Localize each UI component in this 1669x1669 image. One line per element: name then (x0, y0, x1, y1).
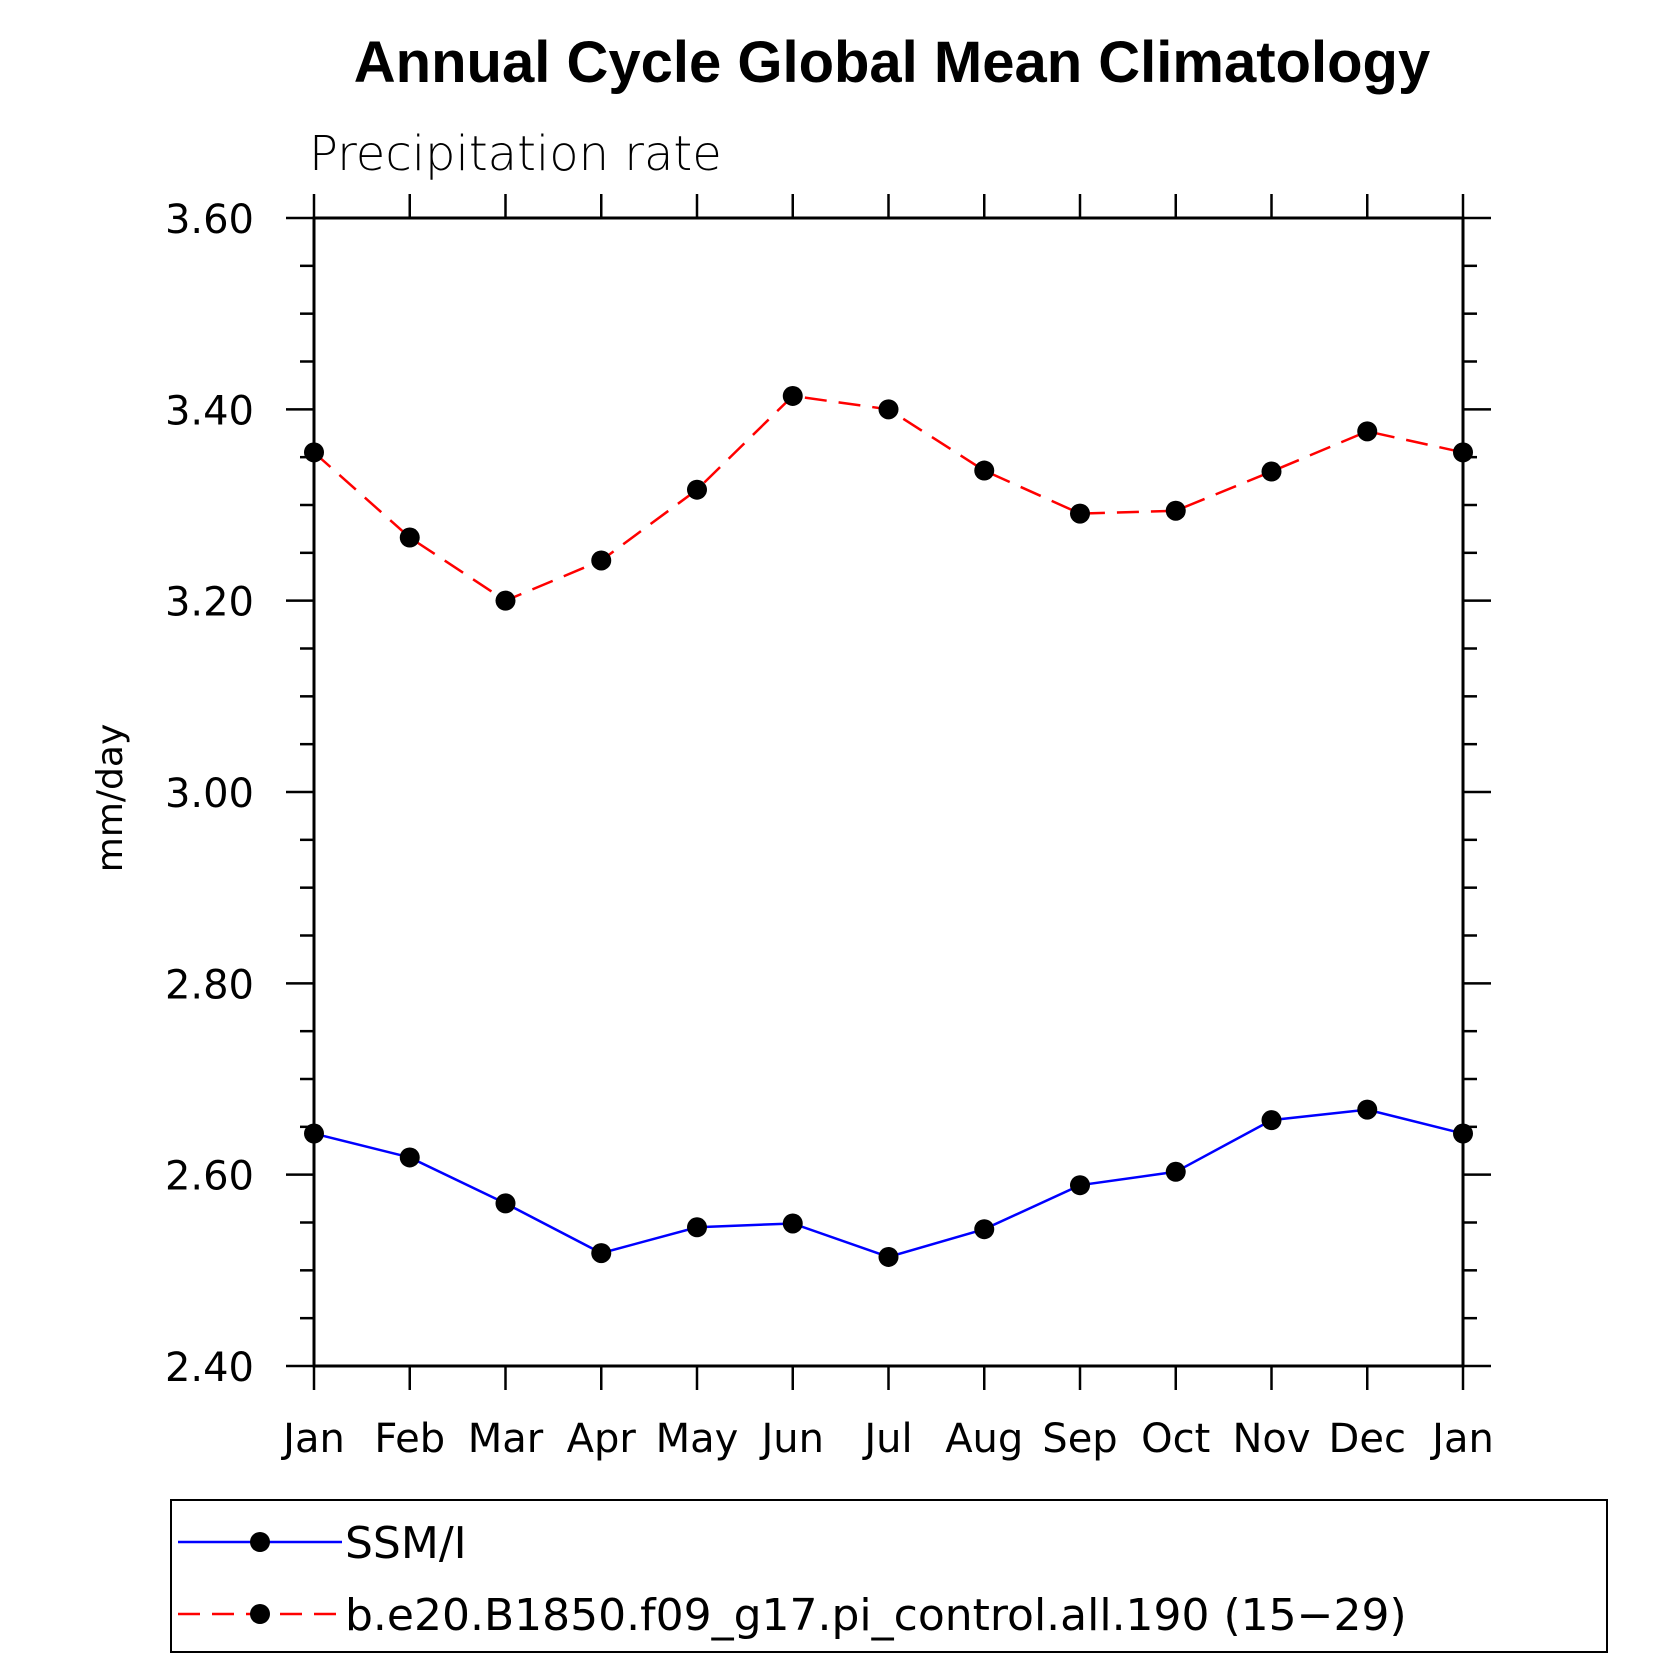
series-1-point (782, 1213, 803, 1234)
y-tick-label: 3.40 (165, 388, 254, 434)
legend-label-2: b.e20.B1850.f09_g17.pi_control.all.190 (… (345, 1590, 1407, 1641)
y-tick-label: 2.60 (165, 1154, 254, 1200)
series-2-point (495, 590, 516, 611)
x-tick-label: Jan (1429, 1416, 1494, 1462)
legend-marker-1 (250, 1532, 270, 1552)
series-1-point (1357, 1099, 1378, 1120)
y-axis-label: mm/day (90, 724, 131, 872)
series-2-point (687, 479, 707, 500)
x-tick-label: Feb (374, 1416, 445, 1462)
series-layer (304, 385, 1473, 1267)
x-tick-label: Oct (1141, 1416, 1210, 1462)
y-tick-labels: 2.40 2.60 2.80 3.00 3.20 3.40 3.60 (165, 197, 254, 1391)
x-tick-label: Dec (1329, 1416, 1406, 1462)
series-2-point (782, 385, 803, 406)
series-2-point (1357, 421, 1378, 442)
y-tick-label: 2.40 (165, 1345, 254, 1391)
series-2-point (1261, 461, 1282, 482)
legend-box (170, 1499, 1608, 1653)
series-line-1 (313, 1108, 1464, 1259)
series-line-2 (313, 394, 1464, 603)
x-tick-label: Apr (567, 1416, 637, 1462)
series-2-point (304, 442, 324, 463)
series-1-point (591, 1243, 612, 1264)
x-tick-label: Nov (1232, 1416, 1310, 1462)
y-tick-label: 3.00 (165, 771, 254, 817)
series-2-point (1070, 503, 1090, 524)
chart-title: Annual Cycle Global Mean Climatology (354, 30, 1430, 95)
series-2-point (591, 550, 612, 571)
series-1-point (974, 1219, 995, 1240)
y-tick-label: 2.80 (165, 962, 254, 1008)
legend: SSM/I b.e20.B1850.f09_g17.pi_control.all.… (178, 1518, 1407, 1641)
series-2-point (399, 527, 420, 548)
series-2-point (1165, 500, 1186, 521)
y-tick-label: 3.60 (165, 197, 254, 243)
x-tick-label: Aug (945, 1416, 1023, 1462)
series-1-point (878, 1246, 899, 1267)
series-2-point (1453, 442, 1473, 463)
series-1-point (304, 1123, 324, 1144)
legend-label-1: SSM/I (345, 1518, 467, 1569)
x-tick-label: Mar (468, 1416, 544, 1462)
series-1-point (399, 1147, 420, 1168)
series-1-point (1165, 1161, 1186, 1182)
series-1-point (1261, 1110, 1282, 1131)
x-tick-labels: Jan Feb Mar Apr May Jun Jul Aug Sep Oct Nov Dec Jan (280, 1416, 1494, 1462)
series-1-point (1453, 1123, 1473, 1144)
series-1-point (1070, 1175, 1090, 1196)
series-2-point (974, 460, 995, 481)
x-tick-label: Jul (861, 1416, 912, 1462)
chart-subtitle: Precipitation rate (309, 126, 722, 182)
axis-ticks (286, 194, 1491, 1390)
x-tick-label: Sep (1042, 1416, 1117, 1462)
x-tick-label: Jan (280, 1416, 345, 1462)
series-1-point (687, 1217, 707, 1238)
legend-marker-2 (250, 1604, 270, 1624)
x-tick-label: Jun (759, 1416, 825, 1462)
y-tick-label: 3.20 (165, 580, 254, 626)
x-tick-label: May (656, 1416, 739, 1462)
series-1-point (495, 1193, 516, 1214)
series-2-point (878, 399, 899, 420)
